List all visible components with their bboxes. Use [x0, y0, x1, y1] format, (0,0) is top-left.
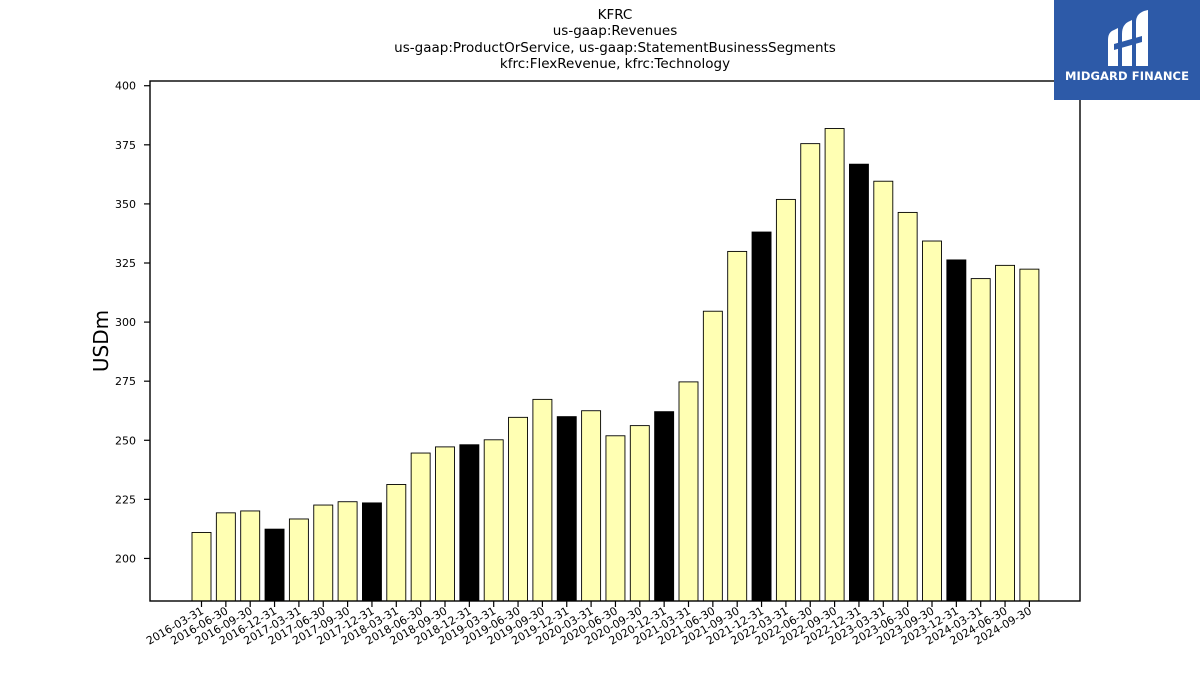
chart-title-line-2: us-gaap:Revenues	[552, 23, 678, 40]
bar-2016-06-30	[215, 512, 236, 602]
bar-2019-09-30	[532, 398, 553, 602]
bar-2022-03-31	[775, 198, 796, 602]
bar-2024-09-30	[1019, 268, 1040, 602]
bar-2021-12-31	[751, 231, 772, 602]
bar-2023-09-30	[922, 240, 942, 602]
logo-text: MIDGARD FINANCE	[1064, 69, 1190, 83]
bar-2023-12-31	[946, 259, 967, 602]
bar-2018-03-31	[386, 484, 407, 602]
bar-2016-03-31	[191, 532, 212, 602]
chart-title-line-4: kfrc:FlexRevenue, kfrc:Technology	[499, 56, 731, 73]
bar-2017-09-30	[337, 501, 358, 602]
bar-2020-06-30	[605, 435, 626, 602]
bar-2019-06-30	[508, 416, 528, 602]
bar-2016-09-30	[240, 510, 261, 602]
bar-2024-06-30	[995, 264, 1015, 602]
chart-title: KFRC us-gaap:Revenues us-gaap:ProductOrS…	[150, 7, 1080, 73]
y-tick-label: 225	[115, 493, 136, 506]
y-tick-label: 250	[115, 434, 136, 447]
x-axis: 2016-03-312016-06-302016-09-302016-12-31…	[144, 601, 1034, 648]
bar-2018-06-30	[410, 452, 431, 602]
y-axis-label: USDm	[89, 310, 113, 372]
y-tick-label: 375	[115, 139, 136, 152]
bar-2021-09-30	[727, 250, 748, 602]
midgard-finance-logo: MIDGARD FINANCE	[1054, 0, 1200, 100]
bar-2017-12-31	[362, 502, 382, 602]
bar-2023-06-30	[897, 211, 918, 602]
bar-2024-03-31	[970, 278, 991, 602]
y-axis: 200 225 250 275 300 325 350 375 400	[115, 80, 150, 565]
bar-2018-12-31	[459, 444, 480, 602]
bar-2020-12-31	[654, 411, 675, 602]
bar-2020-03-31	[581, 410, 602, 602]
bar-2021-03-31	[678, 381, 699, 602]
bar-2022-06-30	[800, 143, 821, 602]
midgard-logo-icon	[1108, 10, 1148, 66]
bar-2020-09-30	[629, 425, 650, 602]
bar-2023-03-31	[873, 180, 894, 602]
y-tick-label: 400	[115, 80, 136, 93]
plot-frame	[149, 80, 1081, 602]
bar-2018-09-30	[435, 446, 455, 602]
bars-group	[191, 128, 1040, 602]
y-tick-label: 300	[115, 316, 136, 329]
y-tick-label: 200	[115, 552, 136, 565]
chart-title-line-3: us-gaap:ProductOrService, us-gaap:Statem…	[394, 39, 836, 56]
bar-2022-12-31	[849, 163, 869, 602]
chart-title-line-1: KFRC	[597, 7, 633, 23]
bar-2016-12-31	[264, 528, 285, 602]
bar-2022-09-30	[824, 128, 845, 602]
y-tick-label: 350	[115, 198, 136, 211]
bar-2017-06-30	[313, 504, 334, 602]
y-tick-label: 275	[115, 375, 136, 388]
bar-2019-03-31	[483, 439, 504, 602]
bar-2017-03-31	[288, 518, 309, 602]
y-tick-label: 325	[115, 257, 136, 270]
bar-2019-12-31	[556, 416, 577, 602]
bar-2021-06-30	[702, 310, 723, 602]
